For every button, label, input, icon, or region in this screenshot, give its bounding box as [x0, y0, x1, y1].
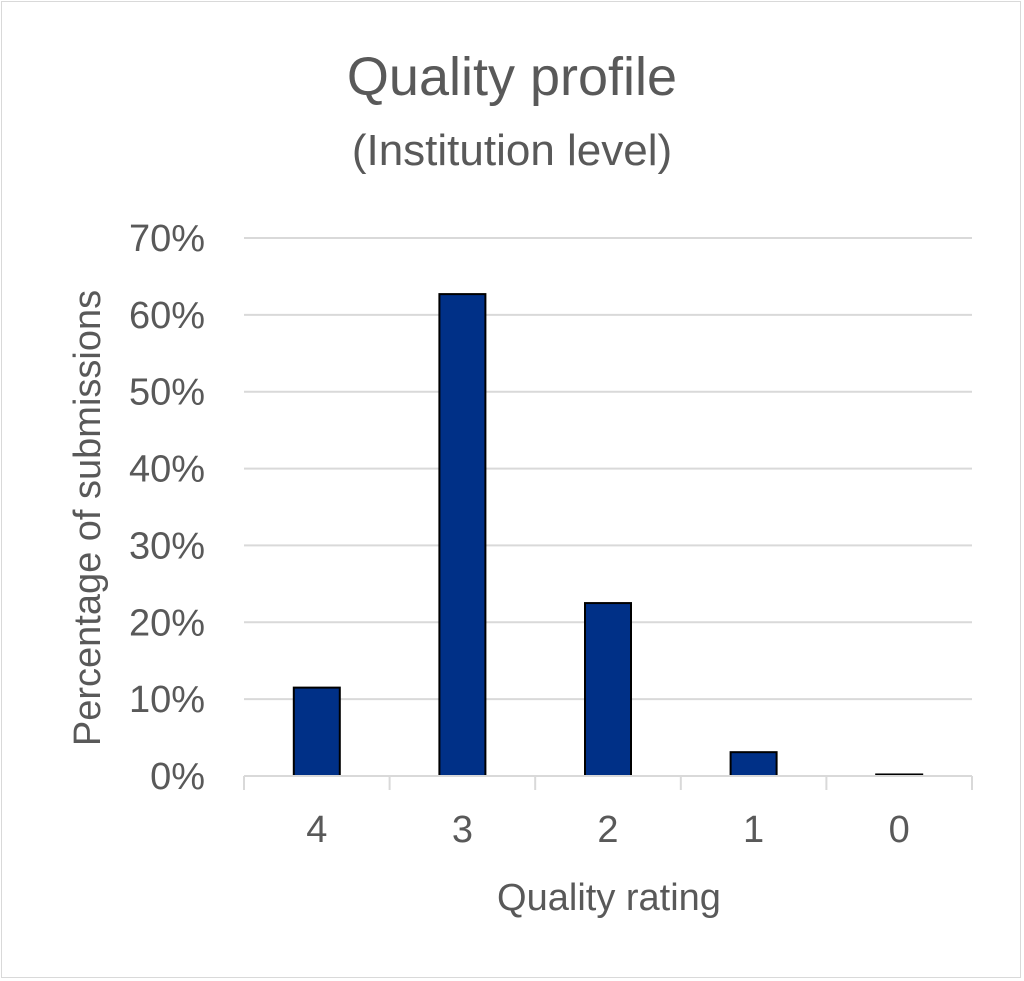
x-axis: 4 3 2 1 0 [243, 775, 973, 851]
bar-rating-2 [584, 602, 632, 777]
bar-rating-1 [729, 751, 778, 777]
y-tick-label: 20% [129, 602, 205, 644]
y-tick-label: 0% [150, 756, 205, 798]
y-tick-label: 40% [129, 449, 205, 491]
x-axis-label: Quality rating [497, 877, 721, 919]
x-tick-label: 2 [597, 809, 618, 851]
y-tick-label: 30% [129, 525, 205, 567]
bars [292, 293, 924, 777]
bar-rating-4 [292, 686, 341, 777]
x-tick-label: 0 [889, 809, 910, 851]
y-tick-label: 70% [129, 218, 205, 260]
y-tick-label: 50% [129, 372, 205, 414]
y-axis-ticks: 0% 10% 20% 30% 40% 50% 60% 70% [129, 218, 205, 798]
bar-rating-3 [438, 293, 487, 777]
y-tick-label: 60% [129, 295, 205, 337]
x-tick-label: 4 [306, 809, 327, 851]
y-tick-label: 10% [129, 679, 205, 721]
y-axis-label: Percentage of submissions [67, 290, 109, 746]
x-tick-label: 3 [452, 809, 473, 851]
gridlines [244, 237, 972, 701]
chart-subtitle: (Institution level) [352, 126, 672, 175]
x-tick-label: 1 [743, 809, 764, 851]
chart-title: Quality profile [347, 47, 677, 107]
